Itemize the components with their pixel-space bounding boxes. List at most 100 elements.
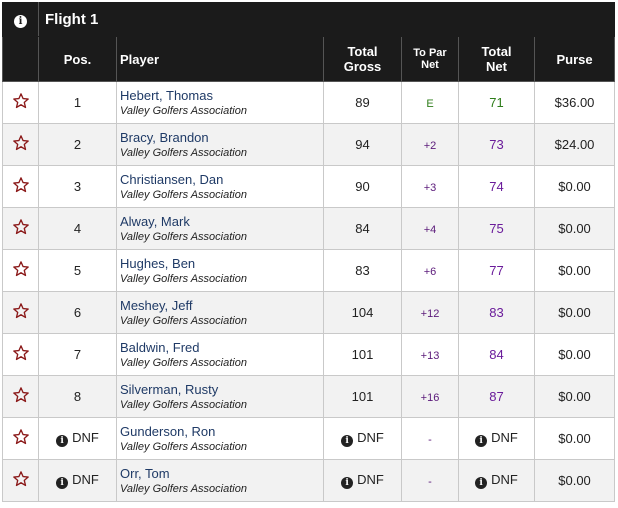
favorite-column-header	[2, 36, 39, 82]
purse-value: $0.00	[558, 347, 591, 362]
total-gross-column-header[interactable]: Total Gross	[323, 36, 402, 82]
player-cell: Orr, Tom Valley Golfers Association	[116, 459, 324, 502]
player-name-link[interactable]: Bracy, Brandon	[120, 129, 209, 145]
total-gross-value: 104	[351, 305, 374, 320]
total-gross-value: 101	[351, 389, 374, 404]
total-gross-cell: 89	[323, 81, 402, 124]
star-outline-icon	[12, 303, 29, 319]
player-name-link[interactable]: Christiansen, Dan	[120, 171, 224, 187]
player-name-link[interactable]: Alway, Mark	[120, 213, 190, 229]
to-par-cell: +2	[401, 123, 459, 166]
player-name-link[interactable]: Meshey, Jeff	[120, 297, 193, 313]
player-name-link[interactable]: Hughes, Ben	[120, 255, 196, 271]
purse-value: $0.00	[558, 431, 591, 446]
total-net-cell: 77	[458, 249, 535, 292]
favorite-button[interactable]	[2, 249, 39, 292]
total-gross-cell: i DNF	[323, 459, 402, 502]
pos-cell: 8	[38, 375, 117, 418]
pos-value: 4	[73, 221, 82, 236]
table-row: 5 Hughes, Ben Valley Golfers Association 83…	[2, 249, 616, 292]
favorite-button[interactable]	[2, 81, 39, 124]
pos-value: 8	[73, 389, 82, 404]
to-par-net-column-header[interactable]: To Par Net	[401, 36, 459, 82]
table-row: 6 Meshey, Jeff Valley Golfers Association 1…	[2, 291, 616, 334]
star-outline-icon	[12, 93, 29, 109]
table-row: 3 Christiansen, Dan Valley Golfers Associa…	[2, 165, 616, 208]
player-name-link[interactable]: Gunderson, Ron	[120, 423, 216, 439]
purse-column-header[interactable]: Purse	[533, 36, 616, 82]
info-icon: i	[341, 477, 354, 489]
purse-value: $0.00	[558, 221, 591, 236]
purse-value: $24.00	[554, 137, 595, 152]
total-net-column-header[interactable]: Total Net	[458, 36, 535, 82]
purse-cell: $36.00	[533, 81, 616, 124]
pos-cell: 2	[38, 123, 117, 166]
to-par-cell: +16	[401, 375, 459, 418]
total-net-value: 75	[489, 221, 504, 236]
purse-cell: $0.00	[533, 417, 616, 460]
purse-value: $0.00	[558, 473, 591, 488]
star-outline-icon	[12, 219, 29, 235]
purse-value: $0.00	[558, 263, 591, 278]
total-gross-cell: 90	[323, 165, 402, 208]
table-row: i DNF Orr, Tom Valley Golfers Association i D…	[2, 459, 616, 502]
purse-cell: $0.00	[533, 249, 616, 292]
leaderboard-table: i Flight 1 Pos. Player Total Gross To Pa…	[2, 2, 616, 502]
favorite-button[interactable]	[2, 417, 39, 460]
total-net-value: 77	[489, 263, 504, 278]
total-gross-value: DNF	[357, 472, 384, 487]
purse-value: $0.00	[558, 179, 591, 194]
player-association: Valley Golfers Association	[120, 146, 247, 159]
pos-cell: 1	[38, 81, 117, 124]
favorite-button[interactable]	[2, 123, 39, 166]
pos-value: 3	[73, 179, 82, 194]
leaderboard-body: 1 Hebert, Thomas Valley Golfers Associatio…	[2, 81, 616, 502]
player-name-link[interactable]: Hebert, Thomas	[120, 87, 213, 103]
total-net-header-line2: Net	[486, 59, 507, 74]
total-net-value: 84	[489, 347, 504, 362]
to-par-value: -	[428, 434, 432, 446]
purse-header-label: Purse	[556, 51, 593, 67]
total-net-header-line1: Total	[481, 44, 512, 59]
pos-cell: 5	[38, 249, 117, 292]
info-icon: i	[475, 477, 488, 489]
pos-value: DNF	[72, 472, 99, 487]
player-association: Valley Golfers Association	[120, 230, 247, 243]
info-icon: i	[56, 435, 69, 447]
favorite-button[interactable]	[2, 333, 39, 376]
total-net-cell: i DNF	[458, 417, 535, 460]
total-net-cell: 84	[458, 333, 535, 376]
total-gross-value: 90	[355, 179, 370, 194]
total-gross-value: DNF	[357, 430, 384, 445]
total-gross-value: 84	[355, 221, 370, 236]
table-row: 2 Bracy, Brandon Valley Golfers Associatio…	[2, 123, 616, 166]
to-par-cell: -	[401, 459, 459, 502]
player-name-link[interactable]: Orr, Tom	[120, 465, 170, 481]
table-row: 8 Silverman, Rusty Valley Golfers Associat…	[2, 375, 616, 418]
to-par-cell: +4	[401, 207, 459, 250]
total-net-cell: 83	[458, 291, 535, 334]
player-name-link[interactable]: Silverman, Rusty	[120, 381, 219, 397]
star-outline-icon	[12, 471, 29, 487]
favorite-button[interactable]	[2, 207, 39, 250]
pos-value: 6	[73, 305, 82, 320]
favorite-button[interactable]	[2, 291, 39, 334]
info-icon: i	[56, 477, 69, 489]
player-name-link[interactable]: Baldwin, Fred	[120, 339, 200, 355]
player-column-header[interactable]: Player	[116, 36, 324, 82]
player-association: Valley Golfers Association	[120, 356, 247, 369]
favorite-button[interactable]	[2, 459, 39, 502]
to-par-cell: +13	[401, 333, 459, 376]
flight-info-button[interactable]: i	[2, 2, 39, 37]
player-cell: Bracy, Brandon Valley Golfers Association	[116, 123, 324, 166]
favorite-button[interactable]	[2, 375, 39, 418]
pos-cell: i DNF	[38, 459, 117, 502]
star-outline-icon	[12, 387, 29, 403]
total-gross-header-line1: Total	[347, 44, 378, 59]
pos-column-header[interactable]: Pos.	[38, 36, 117, 82]
favorite-button[interactable]	[2, 165, 39, 208]
purse-value: $36.00	[554, 95, 595, 110]
player-association: Valley Golfers Association	[120, 188, 247, 201]
pos-cell: 4	[38, 207, 117, 250]
purse-cell: $0.00	[533, 459, 616, 502]
